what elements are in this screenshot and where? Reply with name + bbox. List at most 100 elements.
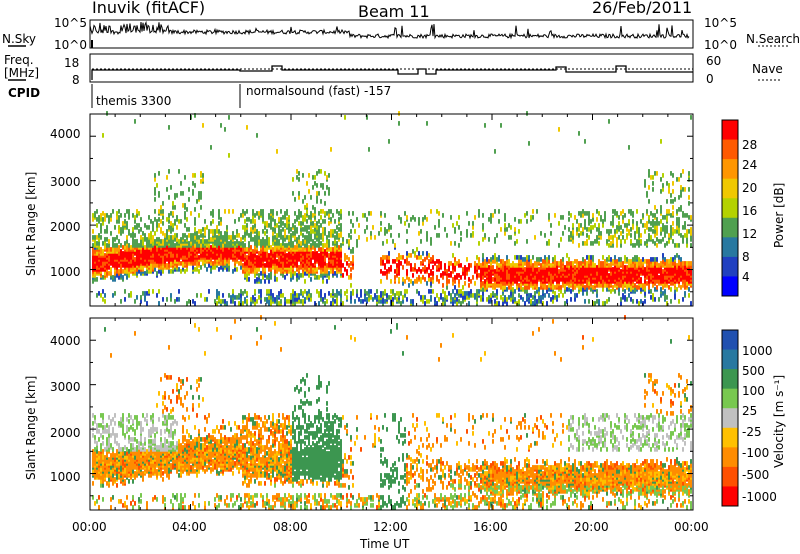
heatmap-cell bbox=[234, 301, 236, 306]
heatmap-cell bbox=[648, 215, 650, 220]
heatmap-cell bbox=[522, 297, 524, 302]
heatmap-cell bbox=[170, 185, 172, 190]
heatmap-cell bbox=[666, 295, 668, 300]
heatmap-cell bbox=[660, 227, 662, 232]
heatmap-cell bbox=[452, 281, 454, 286]
heatmap-cell bbox=[528, 293, 530, 298]
heatmap-cell bbox=[650, 267, 652, 272]
heatmap-cell bbox=[252, 295, 254, 300]
heatmap-cell bbox=[312, 251, 314, 256]
heatmap-cell bbox=[430, 269, 432, 274]
heatmap-cell bbox=[562, 215, 564, 220]
heatmap-cell bbox=[390, 225, 392, 230]
heatmap-cell bbox=[272, 227, 274, 232]
heatmap-cell bbox=[340, 297, 342, 302]
heatmap-cell bbox=[680, 257, 682, 262]
heatmap-cell bbox=[478, 209, 480, 214]
heatmap-cell bbox=[436, 209, 438, 214]
heatmap-cell bbox=[488, 295, 490, 300]
heatmap-cell bbox=[250, 301, 252, 306]
heatmap-cell bbox=[492, 213, 494, 218]
heatmap-cell bbox=[460, 275, 462, 280]
heatmap-cell bbox=[158, 217, 160, 222]
heatmap-cell bbox=[636, 225, 638, 230]
heatmap-cell bbox=[382, 271, 384, 276]
heatmap-cell bbox=[274, 265, 276, 270]
heatmap-cell bbox=[184, 269, 186, 274]
heatmap-cell bbox=[140, 249, 142, 254]
heatmap-cell bbox=[506, 287, 508, 292]
heatmap-cell bbox=[474, 261, 476, 266]
heatmap-cell bbox=[304, 253, 306, 258]
heatmap-cell bbox=[654, 205, 656, 210]
heatmap-cell bbox=[110, 267, 112, 272]
heatmap-cell bbox=[176, 215, 178, 220]
heatmap-cell bbox=[602, 287, 604, 292]
heatmap-cell bbox=[280, 257, 282, 262]
heatmap-cell bbox=[298, 299, 300, 304]
heatmap-cell bbox=[678, 243, 680, 248]
heatmap-cell bbox=[624, 255, 626, 260]
heatmap-cell bbox=[458, 279, 460, 284]
heatmap-cell bbox=[422, 217, 424, 222]
heatmap-cell bbox=[520, 219, 522, 224]
heatmap-cell bbox=[268, 289, 270, 294]
heatmap-cell bbox=[584, 285, 586, 290]
heatmap-cell bbox=[452, 277, 454, 282]
heatmap-cell bbox=[464, 281, 466, 286]
heatmap-cell bbox=[458, 299, 460, 304]
heatmap-cell bbox=[198, 191, 200, 196]
heatmap-cell bbox=[676, 243, 678, 248]
heatmap-cell bbox=[252, 215, 254, 220]
heatmap-cell bbox=[592, 255, 594, 260]
heatmap-cell bbox=[444, 299, 446, 304]
heatmap-cell bbox=[288, 235, 290, 240]
heatmap-cell bbox=[154, 191, 156, 196]
heatmap-cell bbox=[398, 291, 400, 296]
heatmap-cell bbox=[332, 247, 334, 252]
heatmap-cell bbox=[304, 239, 306, 244]
heatmap-cell bbox=[672, 189, 674, 194]
heatmap-cell bbox=[478, 213, 480, 218]
heatmap-cell bbox=[428, 259, 430, 264]
heatmap-cell bbox=[242, 269, 244, 274]
heatmap-cell bbox=[614, 259, 616, 264]
heatmap-cell bbox=[644, 259, 646, 264]
heatmap-cell bbox=[464, 275, 466, 280]
heatmap-cell bbox=[350, 295, 352, 300]
heatmap-cell bbox=[458, 263, 460, 268]
heatmap-cell bbox=[312, 263, 314, 268]
heatmap-cell bbox=[204, 263, 206, 268]
heatmap-cell bbox=[304, 205, 306, 210]
heatmap-cell bbox=[156, 263, 158, 268]
heatmap-cell bbox=[432, 259, 434, 264]
heatmap-cell bbox=[424, 269, 426, 274]
heatmap-cell bbox=[672, 231, 674, 236]
heatmap-cell bbox=[560, 215, 562, 220]
heatmap-cell bbox=[114, 253, 116, 258]
heatmap-cell bbox=[250, 261, 252, 266]
heatmap-cell bbox=[394, 269, 396, 274]
heatmap-cell bbox=[168, 125, 170, 130]
heatmap-cell bbox=[680, 233, 682, 238]
heatmap-cell bbox=[92, 279, 94, 284]
heatmap-cell bbox=[628, 229, 630, 234]
heatmap-cell bbox=[398, 259, 400, 264]
heatmap-cell bbox=[494, 149, 496, 154]
heatmap-cell bbox=[236, 295, 238, 300]
heatmap-cell bbox=[186, 235, 188, 240]
heatmap-cell bbox=[522, 287, 524, 292]
heatmap-cell bbox=[196, 241, 198, 246]
heatmap-cell bbox=[240, 289, 242, 294]
heatmap-cell bbox=[348, 211, 350, 216]
heatmap-cell bbox=[616, 259, 618, 264]
heatmap-cell bbox=[554, 285, 556, 290]
heatmap-cell bbox=[326, 299, 328, 304]
heatmap-cell bbox=[592, 261, 594, 266]
heatmap-cell bbox=[586, 279, 588, 284]
heatmap-cell bbox=[338, 211, 340, 216]
heatmap-cell bbox=[674, 243, 676, 248]
heatmap-cell bbox=[122, 275, 124, 280]
heatmap-cell bbox=[134, 233, 136, 238]
heatmap-cell bbox=[266, 239, 268, 244]
